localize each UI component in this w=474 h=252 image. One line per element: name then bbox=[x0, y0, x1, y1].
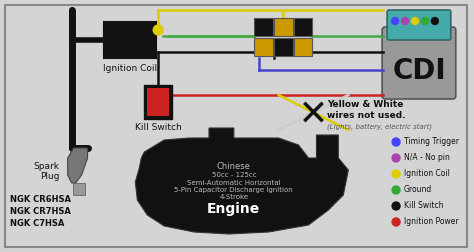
Text: Plug: Plug bbox=[40, 172, 60, 181]
Text: N/A - No pin: N/A - No pin bbox=[404, 153, 450, 163]
Bar bbox=[293, 38, 312, 56]
Bar bbox=[104, 22, 156, 58]
Circle shape bbox=[411, 17, 419, 24]
Circle shape bbox=[392, 138, 400, 146]
Circle shape bbox=[431, 17, 438, 24]
Circle shape bbox=[392, 202, 400, 210]
Text: Timing Trigger: Timing Trigger bbox=[404, 138, 459, 146]
Text: Kill Switch: Kill Switch bbox=[404, 202, 444, 210]
Circle shape bbox=[392, 218, 400, 226]
Text: wires not used.: wires not used. bbox=[328, 111, 406, 120]
Text: Ground: Ground bbox=[404, 185, 432, 195]
Bar bbox=[273, 18, 292, 36]
Bar bbox=[273, 38, 292, 56]
Text: CDI: CDI bbox=[392, 57, 446, 85]
FancyBboxPatch shape bbox=[382, 27, 456, 99]
FancyBboxPatch shape bbox=[387, 10, 451, 40]
Text: (Lights, battery, electric start): (Lights, battery, electric start) bbox=[328, 123, 433, 130]
Circle shape bbox=[392, 17, 399, 24]
Text: Ignition Coil: Ignition Coil bbox=[404, 170, 450, 178]
Text: Spark: Spark bbox=[34, 162, 60, 171]
Polygon shape bbox=[136, 128, 348, 234]
Bar bbox=[147, 88, 169, 116]
Text: Yellow & White: Yellow & White bbox=[328, 100, 404, 109]
Text: Ignition Power: Ignition Power bbox=[404, 217, 459, 227]
Circle shape bbox=[153, 25, 163, 35]
Text: NGK C7HSA: NGK C7HSA bbox=[10, 219, 64, 228]
Text: NGK CR6HSA: NGK CR6HSA bbox=[10, 195, 71, 204]
Polygon shape bbox=[68, 148, 88, 183]
Circle shape bbox=[392, 154, 400, 162]
Bar bbox=[293, 18, 312, 36]
Text: NGK CR7HSA: NGK CR7HSA bbox=[10, 207, 71, 216]
Text: 5-Pin Capacitor Discharge Ignition: 5-Pin Capacitor Discharge Ignition bbox=[174, 187, 293, 193]
Text: Kill Switch: Kill Switch bbox=[135, 123, 182, 132]
Circle shape bbox=[392, 170, 400, 178]
Bar bbox=[254, 18, 273, 36]
Bar bbox=[73, 183, 84, 195]
Bar bbox=[144, 85, 172, 119]
Bar bbox=[254, 38, 273, 56]
Text: Ignition Coil: Ignition Coil bbox=[103, 64, 157, 73]
Text: Chinese: Chinese bbox=[217, 162, 251, 171]
Circle shape bbox=[392, 186, 400, 194]
Circle shape bbox=[401, 17, 409, 24]
Text: 4-Stroke: 4-Stroke bbox=[219, 194, 248, 200]
Text: 50cc - 125cc: 50cc - 125cc bbox=[211, 172, 256, 178]
Text: Semi-Automatic Horizontal: Semi-Automatic Horizontal bbox=[187, 180, 281, 186]
Text: Engine: Engine bbox=[207, 202, 261, 216]
Circle shape bbox=[421, 17, 428, 24]
